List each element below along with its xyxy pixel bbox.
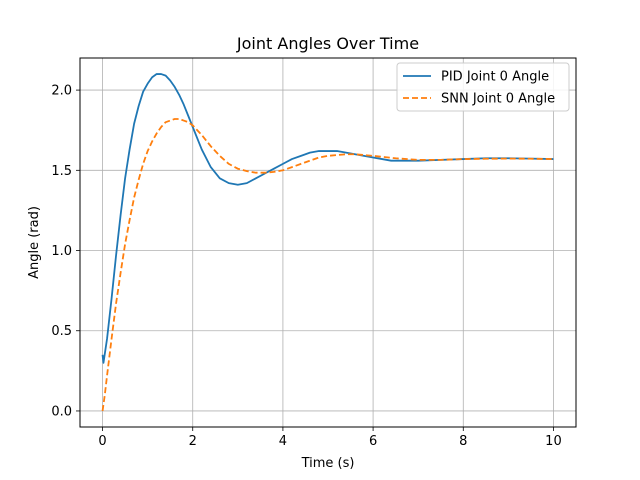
x-tick-label: 8 — [459, 434, 467, 449]
y-axis-label: Angle (rad) — [27, 206, 42, 279]
y-tick-label: 2.0 — [51, 84, 72, 99]
x-tick-label: 6 — [369, 434, 377, 449]
series-line-1 — [101, 118, 554, 412]
y-tick-label: 1.0 — [51, 244, 72, 259]
legend-label-0: PID Joint 0 Angle — [441, 70, 549, 85]
x-tick-label: 4 — [279, 434, 287, 449]
plot-frame — [79, 57, 577, 428]
x-axis-label: Time (s) — [301, 456, 355, 471]
x-tick-label: 0 — [98, 434, 106, 449]
legend-label-1: SNN Joint 0 Angle — [441, 92, 555, 107]
series-line-0 — [101, 73, 554, 364]
x-tick-label: 10 — [545, 434, 562, 449]
x-tick-label: 2 — [189, 434, 197, 449]
ticks: 0 2 4 6 8 10 0.0 0.5 1.0 1.5 2.0 — [51, 84, 561, 449]
y-tick-label: 1.5 — [51, 164, 72, 179]
y-tick-label: 0.5 — [51, 324, 72, 339]
chart-title: Joint Angles Over Time — [236, 34, 419, 53]
legend-box — [396, 62, 570, 112]
y-tick-label: 0.0 — [51, 404, 72, 419]
series-layer — [101, 73, 554, 412]
legend: PID Joint 0 Angle SNN Joint 0 Angle — [396, 62, 570, 112]
